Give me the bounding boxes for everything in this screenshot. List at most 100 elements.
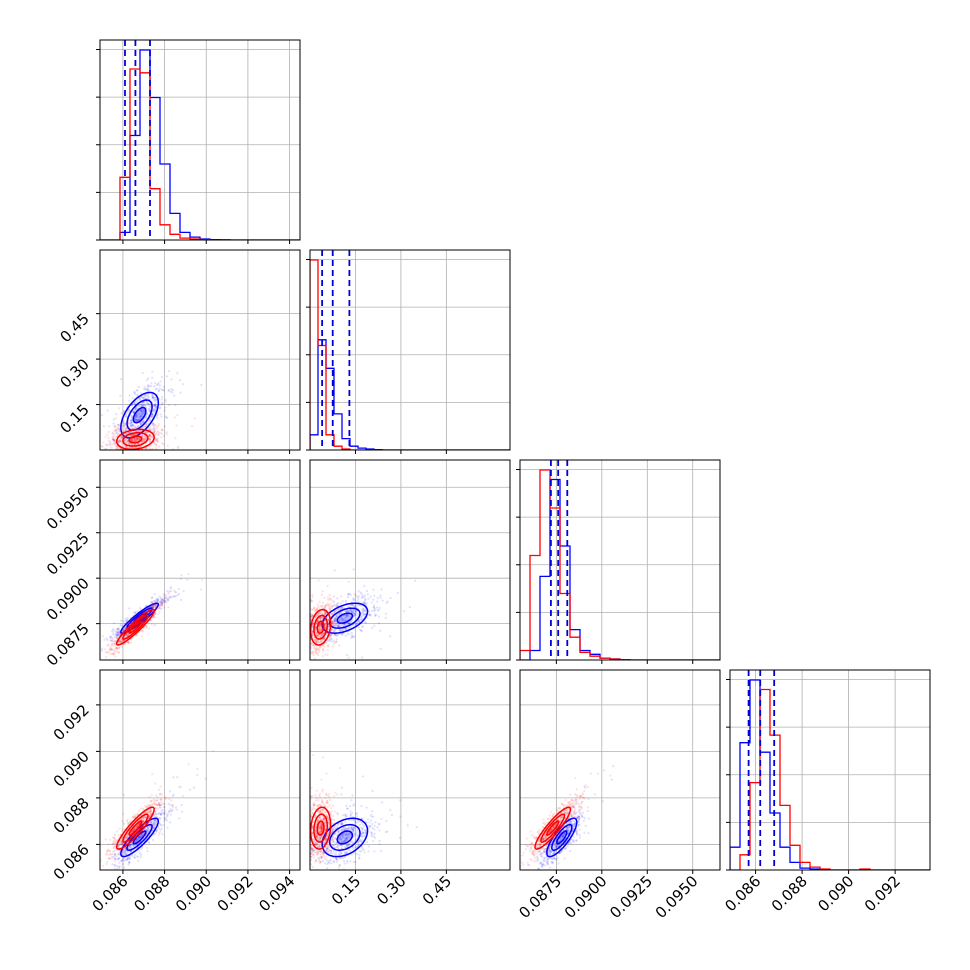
scatter-point-blue [146, 828, 149, 831]
scatter-point-blue [119, 378, 123, 381]
scatter-point-blue [364, 613, 367, 616]
scatter-point-red [125, 441, 128, 444]
scatter-point-blue [163, 819, 166, 822]
scatter-point-blue [363, 594, 366, 597]
scatter-point-red [164, 406, 167, 409]
histogram-series-red [310, 259, 510, 450]
scatter-point-red [155, 425, 158, 428]
scatter-point-red [316, 634, 319, 637]
scatter-point-blue [134, 840, 137, 843]
scatter-point-red [320, 633, 323, 636]
scatter-point-blue [146, 389, 149, 392]
scatter-point-red [334, 618, 337, 621]
scatter-point-red [128, 427, 131, 430]
scatter-point-blue [139, 422, 142, 425]
scatter-point-blue [189, 788, 192, 791]
scatter-point-red [156, 796, 159, 799]
scatter-point-red [120, 638, 123, 641]
scatter-point-red [163, 806, 167, 809]
scatter-point-blue [152, 600, 155, 603]
scatter-point-blue [350, 636, 353, 639]
scatter-point-red [196, 767, 199, 770]
scatter-point-blue [112, 633, 115, 636]
scatter-point-red [322, 607, 325, 610]
scatter-point-blue [339, 607, 342, 610]
scatter-point-blue [344, 615, 348, 618]
scatter-point-red [141, 807, 145, 810]
scatter-point-blue [132, 438, 135, 441]
scatter-point-blue [113, 864, 116, 867]
scatter-point-blue [152, 408, 155, 411]
scatter-point-red [133, 438, 136, 441]
scatter-point-red [319, 618, 323, 621]
scatter-point-blue [172, 793, 175, 796]
scatter-point-red [151, 802, 154, 806]
scatter-point-red [129, 618, 133, 621]
scatter-point-red [118, 633, 122, 636]
scatter-point-blue [146, 825, 150, 828]
scatter-point-blue [162, 385, 166, 389]
scatter-point-red [328, 593, 331, 596]
scatter-panel-group [310, 568, 417, 660]
scatter-point-blue [156, 383, 160, 386]
scatter-point-blue [148, 410, 151, 413]
scatter-point-red [331, 623, 334, 626]
scatter-point-red [321, 632, 324, 636]
scatter-point-blue [147, 830, 150, 833]
scatter-point-red [108, 850, 111, 853]
scatter-point-blue [154, 388, 157, 391]
scatter-point-red [142, 611, 146, 614]
scatter-point-red [322, 618, 325, 621]
scatter-point-red [112, 840, 115, 844]
scatter-point-blue [359, 628, 362, 632]
scatter-point-red [107, 843, 110, 846]
scatter-point-blue [100, 649, 104, 652]
contour-fill-blue [133, 831, 146, 844]
scatter-point-blue [154, 823, 157, 827]
scatter-point-red [328, 612, 331, 615]
scatter-point-blue [136, 399, 139, 402]
scatter-point-red [106, 433, 109, 436]
scatter-point-red [120, 844, 123, 847]
scatter-point-blue [332, 619, 335, 622]
scatter-point-red [127, 822, 130, 825]
scatter-point-blue [124, 413, 128, 416]
scatter-point-red [144, 431, 147, 434]
scatter-point-blue [179, 577, 182, 581]
scatter-point-blue [414, 579, 417, 582]
scatter-point-red [109, 838, 112, 842]
scatter-point-blue [163, 425, 166, 428]
scatter-point-blue [158, 831, 161, 834]
scatter-point-blue [373, 607, 376, 610]
scatter-point-blue [144, 828, 147, 831]
scatter-point-red [144, 625, 147, 628]
scatter-point-blue [365, 602, 368, 605]
scatter-point-blue [350, 611, 353, 614]
scatter-point-blue [333, 629, 336, 633]
scatter-point-blue [155, 398, 158, 401]
scatter-point-blue [133, 426, 136, 429]
scatter-point-blue [139, 856, 142, 859]
scatter-point-red [124, 849, 128, 853]
scatter-point-red [136, 442, 140, 445]
scatter-point-blue [148, 841, 151, 845]
scatter-point-blue [161, 598, 164, 601]
scatter-point-red [147, 805, 150, 808]
scatter-point-red [312, 608, 315, 611]
panel-frame [99, 249, 301, 451]
scatter-point-red [121, 820, 124, 823]
scatter-point-blue [131, 446, 134, 449]
scatter-point-blue [372, 588, 375, 591]
scatter-point-red [107, 439, 110, 442]
scatter-point-red [160, 798, 163, 801]
contour-line-red [313, 614, 329, 640]
scatter-point-red [126, 819, 129, 822]
scatter-point-red [113, 640, 117, 643]
scatter-point-red [133, 439, 136, 442]
scatter-point-blue [163, 812, 166, 815]
scatter-point-blue [118, 865, 121, 868]
scatter-point-blue [361, 594, 364, 597]
scatter-point-blue [141, 421, 145, 424]
scatter-point-blue [341, 617, 344, 620]
scatter-point-red [333, 617, 336, 620]
